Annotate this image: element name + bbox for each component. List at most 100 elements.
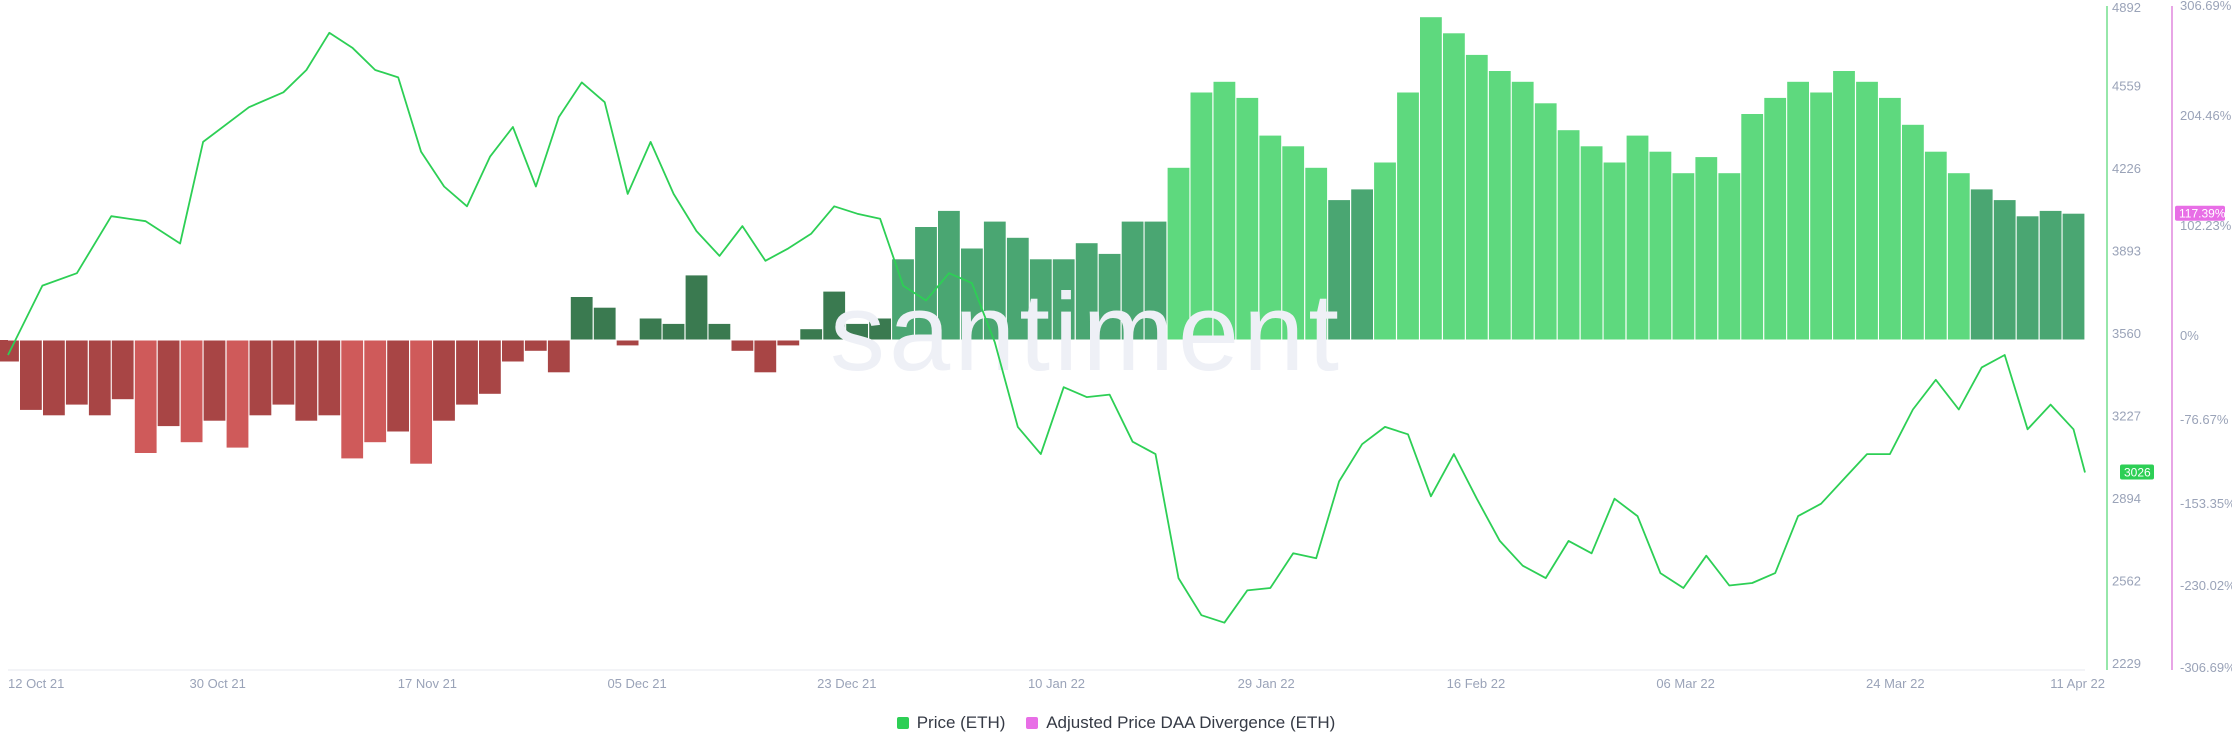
divergence-bar [1213,81,1236,341]
divergence-bar [1741,114,1764,340]
x-tick-label: 16 Feb 22 [1447,676,1506,691]
divergence-bar [134,340,157,453]
divergence-bar [43,340,65,416]
divergence-bar [1810,92,1832,340]
divergence-bar [65,340,88,405]
divergence-bar [1970,189,1993,340]
divergence-bar [662,323,685,340]
divergence-bar [915,227,937,340]
divergence-bar [1052,259,1075,340]
x-axis: 12 Oct 21 30 Oct 21 17 Nov 21 05 Dec 21 23 D… [8,669,2105,691]
divergence-bar [547,340,570,373]
x-tick-label: 10 Jan 22 [1028,676,1085,691]
divergence-bar [1856,81,1878,341]
divergence-bar [1443,33,1465,341]
divergence-bar [1902,124,1924,340]
divergence-bar [1672,173,1695,340]
price-current-badge [2120,464,2154,480]
divergence-bar [1190,92,1213,340]
legend-item-divergence[interactable]: Adjusted Price DAA Divergence (ETH) [1026,713,1335,733]
divergence-bar [754,340,777,373]
divergence-bar [226,340,249,448]
divergence-bar [639,318,662,340]
divergence-bar [1787,81,1809,341]
price-tick-label: 2229 [2112,656,2141,671]
price-axis: 4892 4559 4226 3893 3560 3227 2894 2562 2229 [2106,0,2141,671]
divergence-bar [731,340,754,351]
legend-label-divergence: Adjusted Price DAA Divergence (ETH) [1046,713,1336,732]
divergence-bar [1029,259,1052,340]
divergence-bar [295,340,318,421]
price-line [7,31,2086,624]
divergence-tick-label: 102.23% [2180,218,2232,233]
divergence-bar [1511,81,1534,341]
divergence-bar [685,275,708,340]
divergence-bar [433,340,455,421]
divergence-bar [111,340,134,400]
divergence-bar [1649,151,1672,340]
x-tick-label: 24 Mar 22 [1866,676,1925,691]
divergence-bar [961,248,983,340]
watermark: santiment [830,271,1343,394]
divergence-bar [524,340,547,351]
x-tick-label: 12 Oct 21 [8,676,64,691]
divergence-bar [410,340,432,464]
divergence-bar [892,259,914,340]
legend-swatch-divergence [1026,717,1039,729]
price-tick-label: 4892 [2112,0,2141,15]
divergence-tick-label: -230.02% [2180,578,2232,593]
x-tick-label: 05 Dec 21 [607,676,666,691]
divergence-bar [570,297,593,340]
x-tick-label: 11 Apr 22 [2050,676,2105,691]
divergence-bar [502,340,524,362]
divergence-bar [1374,162,1396,340]
divergence-bar [456,340,478,405]
divergence-bar [1351,189,1373,340]
divergence-tick-label: 306.69% [2180,0,2232,13]
price-tick-label: 2894 [2112,491,2141,506]
divergence-bar [1993,200,2016,340]
divergence-bar [1465,54,1488,341]
divergence-bar [2062,213,2085,340]
divergence-bar [2039,210,2062,340]
x-tick-label: 17 Nov 21 [398,676,457,691]
legend-swatch-price [896,717,909,729]
divergence-bar [1718,173,1741,340]
divergence-bar [823,291,846,340]
divergence-bar [479,340,501,394]
divergence-bar [1420,17,1442,340]
price-tick-label: 3893 [2112,244,2141,259]
divergence-bar [1603,162,1626,340]
price-tick-label: 3560 [2112,326,2141,341]
divergence-tick-label: 204.46% [2180,108,2232,123]
divergence-bar [157,340,180,427]
divergence-bar [616,340,639,346]
divergence-bar [1488,71,1511,340]
divergence-bar [708,323,731,340]
divergence-bar [983,221,1006,340]
divergence-tick-label: -153.35% [2180,496,2232,511]
divergence-bar [1328,200,1350,340]
divergence-bar [1236,97,1259,341]
divergence-bar [777,340,800,346]
divergence-bar [1580,146,1603,340]
divergence-bar [1075,243,1098,340]
divergence-bar [1764,97,1787,341]
divergence-bar [1947,173,1970,340]
divergence-bar [249,340,272,416]
divergence-bar [1879,97,1901,341]
divergence-bar [1006,237,1029,340]
divergence-tick-label: 0% [2180,328,2199,343]
legend-item-price[interactable]: Price (ETH) [896,713,1005,733]
divergence-bar [180,340,203,443]
divergence-bar [341,340,364,459]
divergence-bar [1557,130,1580,340]
divergence-bar [1144,221,1167,340]
divergence-bar [20,340,42,410]
divergence-bar [846,323,868,340]
divergence-bar [1167,167,1190,340]
divergence-current-badge [2175,205,2225,221]
divergence-bar [1098,253,1121,340]
price-tick-label: 4226 [2112,161,2141,176]
